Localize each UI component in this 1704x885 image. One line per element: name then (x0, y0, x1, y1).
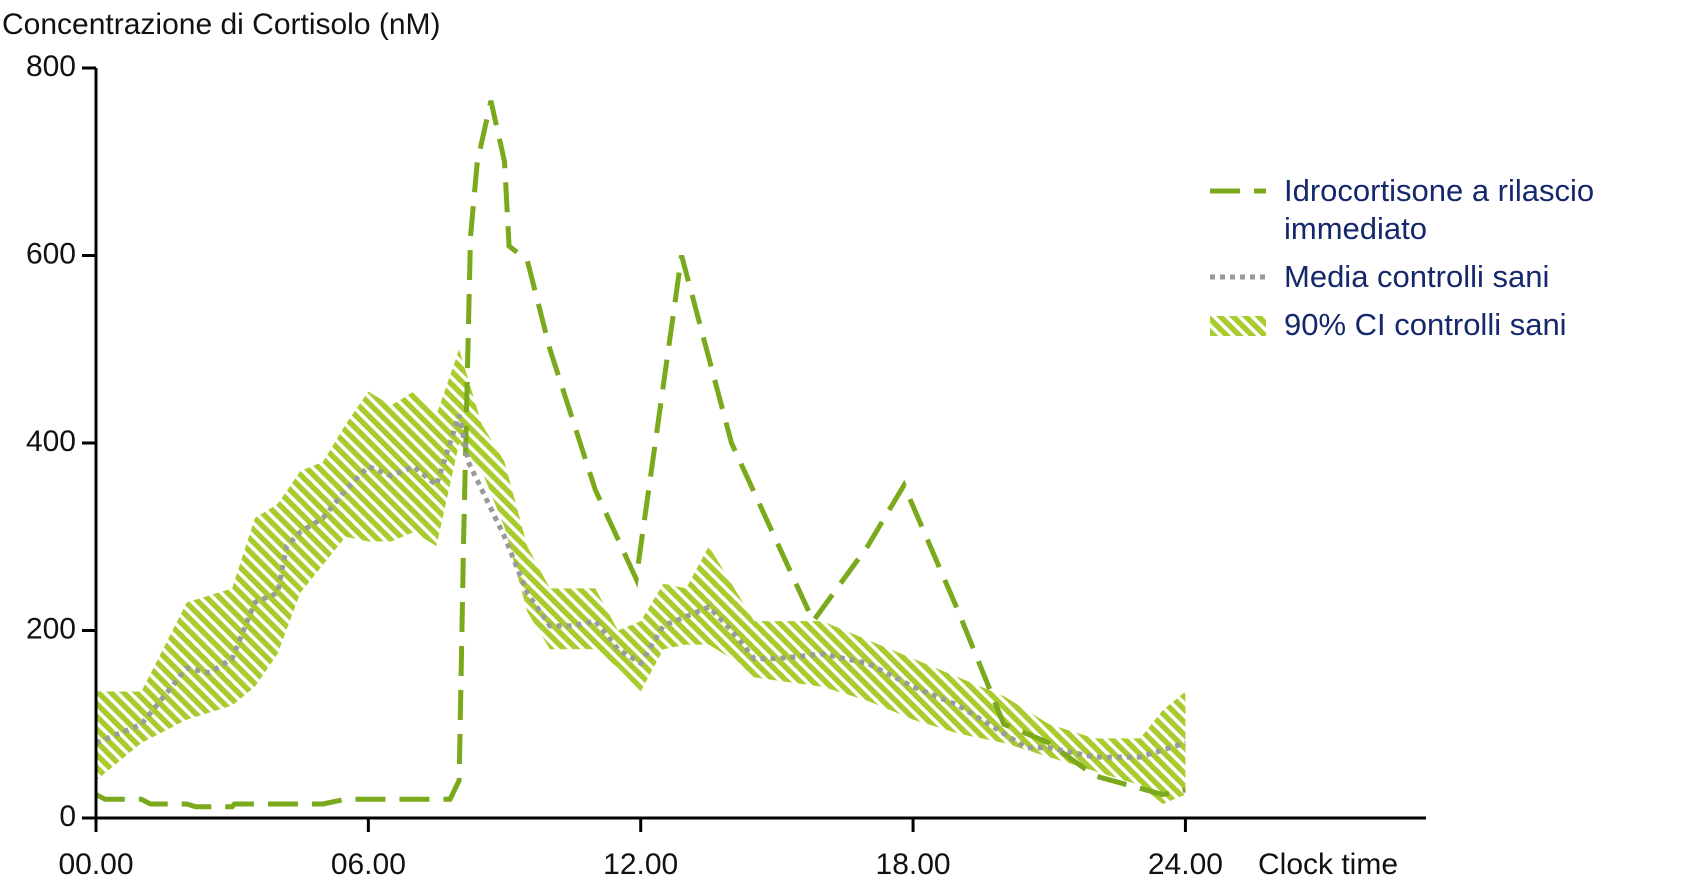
y-tick-label: 600 (26, 237, 76, 270)
series-line (94, 100, 1186, 810)
legend-label: 90% CI controlli sani (1284, 307, 1567, 342)
legend-hatch (1210, 316, 1266, 336)
y-tick-label: 800 (26, 50, 76, 83)
y-tick-label: 200 (26, 612, 76, 645)
x-tick-label: 12.00 (603, 848, 678, 880)
legend-item: 90% CI controlli sani (1210, 306, 1700, 344)
legend-label: Idrocortisone a rilascio immediato (1284, 173, 1595, 246)
ci-band (96, 349, 1186, 804)
y-tick-label: 0 (59, 800, 76, 833)
legend: Idrocortisone a rilascio immediato Media … (1210, 172, 1700, 354)
legend-item: Idrocortisone a rilascio immediato (1210, 172, 1700, 248)
legend-item: Media controlli sani (1210, 258, 1700, 296)
legend-swatch (1210, 316, 1266, 336)
x-axis-title: Clock time (1258, 848, 1398, 880)
x-tick-label: 18.00 (876, 848, 951, 880)
legend-swatch (1210, 188, 1266, 194)
y-axis-title: Concentrazione di Cortisolo (nM) (2, 8, 441, 41)
legend-label: Media controlli sani (1284, 259, 1550, 294)
y-tick-label: 400 (26, 425, 76, 458)
series-line (95, 414, 1187, 760)
x-tick-label: 24.00 (1148, 848, 1223, 880)
x-tick-label: 06.00 (331, 848, 406, 880)
x-tick-label: 00.00 (58, 848, 133, 880)
legend-swatch (1210, 274, 1266, 280)
